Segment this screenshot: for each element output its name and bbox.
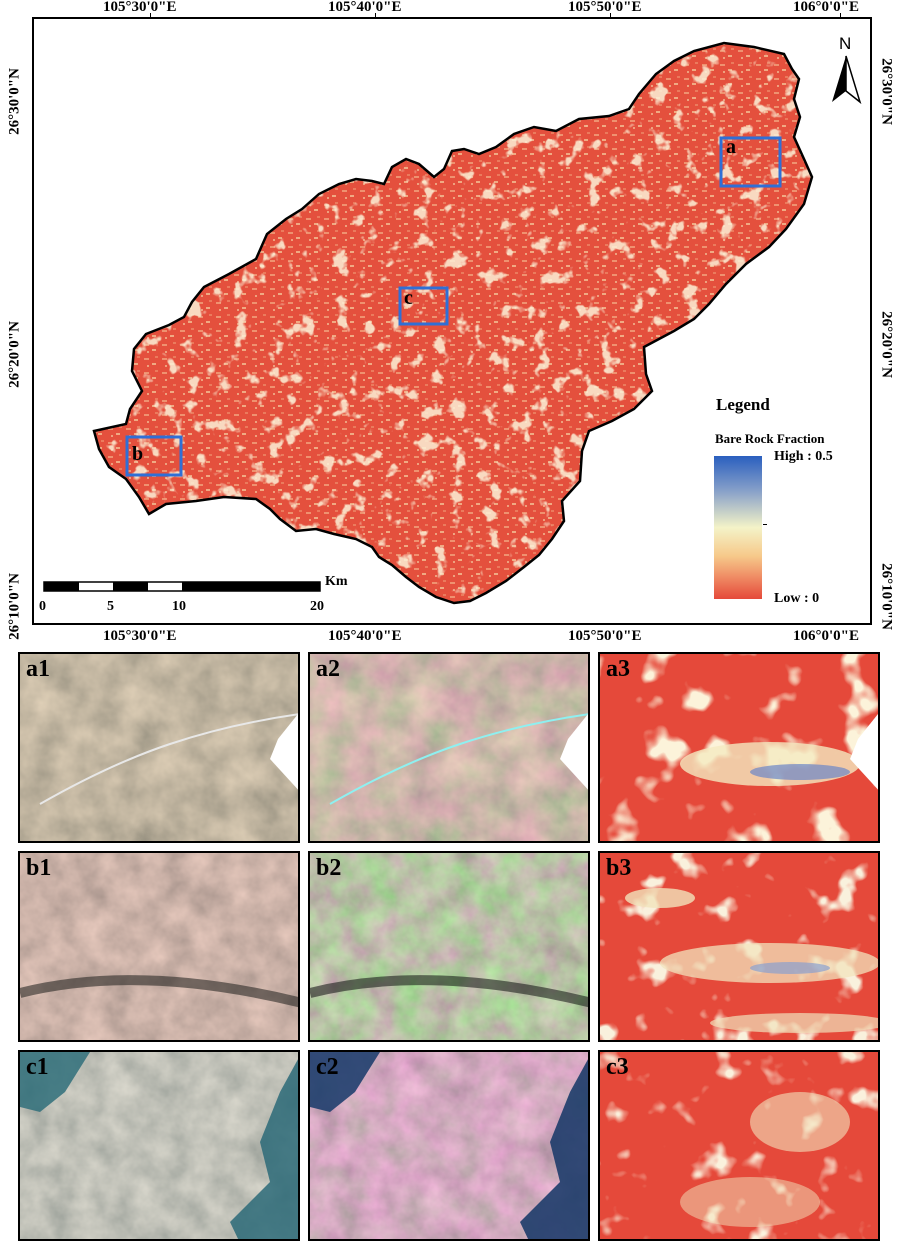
- legend-subtitle: Bare Rock Fraction: [715, 431, 825, 446]
- map-canvas: a b c N: [43, 34, 862, 605]
- panel-label: c1: [26, 1054, 49, 1080]
- panel-a2: a2: [308, 652, 590, 843]
- legend-mid-tick: [763, 524, 767, 525]
- panel-label: a2: [316, 656, 340, 682]
- frame-tick: [610, 13, 611, 17]
- panel-label: b3: [606, 855, 632, 881]
- right-lat-label-1: 26°30'0"N: [878, 58, 895, 125]
- inset-box-c: [398, 286, 449, 326]
- scale-unit: Km: [325, 574, 348, 589]
- panel-c1: c1: [18, 1050, 300, 1241]
- legend-title: Legend: [716, 395, 770, 414]
- legend-low-label: Low : 0: [774, 591, 820, 606]
- left-lat-label-2: 26°20'0"N: [6, 321, 23, 388]
- panel-a3: a3: [598, 652, 880, 843]
- frame-tick: [375, 13, 376, 17]
- panel-label: a1: [26, 656, 50, 682]
- north-label: N: [839, 34, 851, 53]
- panel-c3: c3: [598, 1050, 880, 1241]
- top-lon-label-2: 105°40'0"E: [328, 0, 402, 15]
- inset-box-a: [719, 136, 782, 188]
- inset-box-b: [125, 435, 183, 477]
- frame-tick: [150, 13, 151, 17]
- panel-label: a3: [606, 656, 630, 682]
- frame-tick: [840, 13, 841, 17]
- inset-box-c-label: c: [404, 287, 413, 309]
- north-arrow-icon: N: [832, 34, 862, 105]
- legend-colorbar: [714, 456, 762, 599]
- top-lon-label-1: 105°30'0"E: [103, 0, 177, 15]
- inset-box-a-label: a: [726, 136, 736, 158]
- panel-b2: b2: [308, 851, 590, 1042]
- scale-tick-0: 0: [39, 599, 46, 614]
- panel-a1: a1: [18, 652, 300, 843]
- bottom-lon-label-1: 105°30'0"E: [103, 628, 177, 644]
- panel-b3: b3: [598, 851, 880, 1042]
- top-lon-label-3: 105°50'0"E: [568, 0, 642, 15]
- bottom-lon-label-2: 105°40'0"E: [328, 628, 402, 644]
- left-lat-label-1: 26°30'0"N: [6, 68, 23, 135]
- inset-box-b-label: b: [132, 443, 143, 465]
- scale-tick-5: 5: [107, 599, 114, 614]
- main-map: a b c N Km 0 5 10 20 Legend Bare Rock Fr…: [32, 17, 872, 625]
- panel-label: b1: [26, 855, 52, 881]
- left-lat-label-3: 26°10'0"N: [6, 573, 23, 640]
- scale-bar: [43, 581, 321, 592]
- scale-tick-20: 20: [310, 599, 324, 614]
- right-lat-label-2: 26°20'0"N: [878, 311, 895, 378]
- legend-high-label: High : 0.5: [774, 449, 833, 464]
- bottom-lon-label-3: 105°50'0"E: [568, 628, 642, 644]
- bottom-lon-label-4: 106°0'0"E: [793, 628, 859, 644]
- panel-label: c2: [316, 1054, 339, 1080]
- right-lat-label-3: 26°10'0"N: [878, 563, 895, 630]
- scale-tick-10: 10: [172, 599, 186, 614]
- panel-label: c3: [606, 1054, 629, 1080]
- top-lon-label-4: 106°0'0"E: [793, 0, 859, 15]
- panel-c2: c2: [308, 1050, 590, 1241]
- panel-label: b2: [316, 855, 342, 881]
- panel-b1: b1: [18, 851, 300, 1042]
